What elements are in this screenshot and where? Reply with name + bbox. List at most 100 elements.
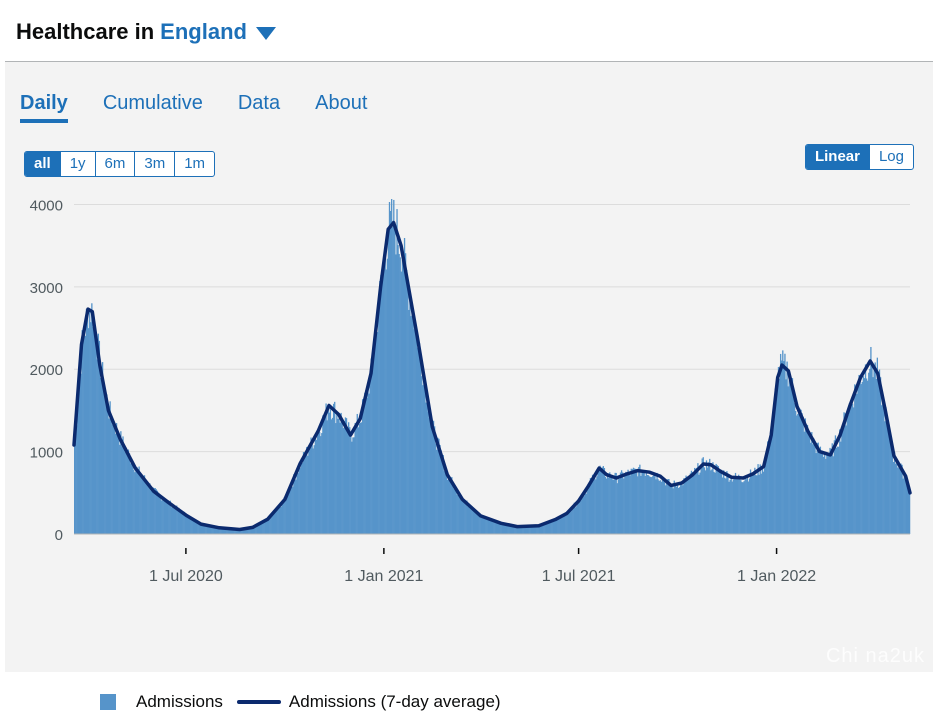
- admissions-bar: [704, 470, 707, 534]
- admissions-bar: [255, 524, 257, 534]
- admissions-bar: [372, 360, 375, 534]
- admissions-bar: [688, 476, 690, 534]
- tab-data[interactable]: Data: [237, 92, 281, 114]
- admissions-bar: [753, 471, 755, 534]
- admissions-bar: [847, 414, 849, 534]
- chevron-down-icon[interactable]: [255, 27, 276, 40]
- admissions-bar: [595, 479, 597, 534]
- y-tick-label: 3000: [30, 280, 63, 297]
- admissions-bar: [262, 521, 264, 534]
- scale-linear-button[interactable]: Linear: [805, 145, 870, 169]
- chart-legend: Admissions Admissions (7-day average): [100, 692, 501, 712]
- admissions-bar: [356, 413, 358, 534]
- x-tick-label: 1 Jul 2020: [149, 568, 223, 585]
- admissions-bar: [885, 407, 887, 534]
- admissions-bar: [110, 416, 112, 534]
- admissions-bar: [638, 467, 640, 534]
- admissions-bar: [243, 528, 246, 534]
- range-6m-button[interactable]: 6m: [96, 152, 136, 176]
- admissions-bar: [534, 526, 537, 534]
- admissions-bar: [795, 410, 797, 534]
- admissions-bar: [617, 479, 620, 534]
- admissions-bar: [207, 526, 209, 534]
- admissions-bar: [292, 486, 294, 534]
- admissions-bar: [833, 440, 836, 534]
- admissions-bar: [599, 465, 601, 534]
- admissions-bar: [818, 453, 820, 534]
- scale-log-button[interactable]: Log: [878, 148, 904, 165]
- admissions-bar: [417, 339, 420, 534]
- admissions-bar: [504, 524, 507, 534]
- admissions-bar: [586, 487, 588, 534]
- admissions-bar: [542, 524, 544, 534]
- admissions-bar: [908, 491, 911, 534]
- range-all-button[interactable]: all: [25, 152, 61, 176]
- admissions-bar: [150, 490, 152, 534]
- admissions-bar: [656, 472, 658, 534]
- admissions-bar: [420, 356, 422, 534]
- admissions-bar: [538, 526, 540, 534]
- admissions-bar: [344, 417, 347, 534]
- admissions-bar: [554, 520, 556, 534]
- admissions-bar: [306, 446, 308, 534]
- admissions-bar: [730, 475, 732, 534]
- admissions-bar: [158, 494, 161, 534]
- admissions-bar: [100, 372, 103, 534]
- admissions-bar: [830, 448, 832, 534]
- admissions-bar: [750, 476, 753, 534]
- admissions-bar: [239, 529, 241, 534]
- admissions-bar: [853, 407, 855, 534]
- admissions-bar: [276, 509, 278, 534]
- admissions-bar: [655, 479, 657, 534]
- admissions-bar: [280, 507, 282, 534]
- admissions-bar: [603, 467, 606, 534]
- tab-daily[interactable]: Daily: [20, 92, 68, 123]
- admissions-bar: [454, 485, 456, 534]
- admissions-bar: [404, 253, 407, 534]
- admissions-bar: [379, 280, 381, 534]
- admissions-bar: [763, 460, 766, 534]
- admissions-bar: [433, 426, 436, 534]
- admissions-bar: [413, 329, 415, 534]
- range-3m-button[interactable]: 3m: [135, 152, 176, 176]
- admissions-bar: [188, 516, 191, 534]
- tab-cumulative[interactable]: Cumulative: [102, 92, 203, 114]
- admissions-bar: [687, 476, 689, 534]
- admissions-bar: [133, 469, 135, 534]
- admissions-bar: [580, 500, 582, 534]
- admissions-bar: [144, 480, 147, 534]
- admissions-bar: [743, 481, 745, 534]
- admissions-bar: [233, 529, 235, 534]
- admissions-bar: [623, 478, 625, 534]
- admissions-bar: [531, 525, 534, 534]
- admissions-bar: [363, 402, 365, 534]
- admissions-bar: [109, 401, 111, 534]
- admissions-bar: [263, 521, 265, 534]
- admissions-bar: [877, 379, 880, 534]
- admissions-bar: [489, 520, 492, 534]
- admissions-bar: [551, 522, 553, 534]
- admissions-bar: [394, 229, 396, 534]
- admissions-bar: [626, 473, 628, 534]
- admissions-bar: [389, 210, 392, 534]
- admissions-bar: [828, 455, 830, 534]
- location-selector[interactable]: England: [160, 19, 247, 44]
- range-1m-button[interactable]: 1m: [184, 155, 206, 172]
- admissions-bar: [715, 463, 717, 534]
- admissions-bar: [288, 491, 291, 534]
- range-1y-button[interactable]: 1y: [61, 152, 96, 176]
- y-tick-label: 4000: [30, 197, 63, 214]
- admissions-bar: [537, 525, 539, 534]
- admissions-bar: [187, 515, 190, 534]
- admissions-bar: [121, 446, 123, 534]
- admissions-bar: [645, 473, 647, 534]
- admissions-bar: [843, 412, 845, 534]
- tab-about[interactable]: About: [315, 92, 368, 114]
- admissions-bar: [156, 490, 159, 534]
- admissions-bar: [515, 526, 517, 534]
- admissions-bar: [431, 423, 434, 534]
- admissions-bar: [876, 357, 879, 534]
- admissions-bar: [339, 422, 341, 534]
- admissions-bar: [703, 467, 706, 534]
- x-tick-label: 1 Jan 2021: [344, 568, 423, 585]
